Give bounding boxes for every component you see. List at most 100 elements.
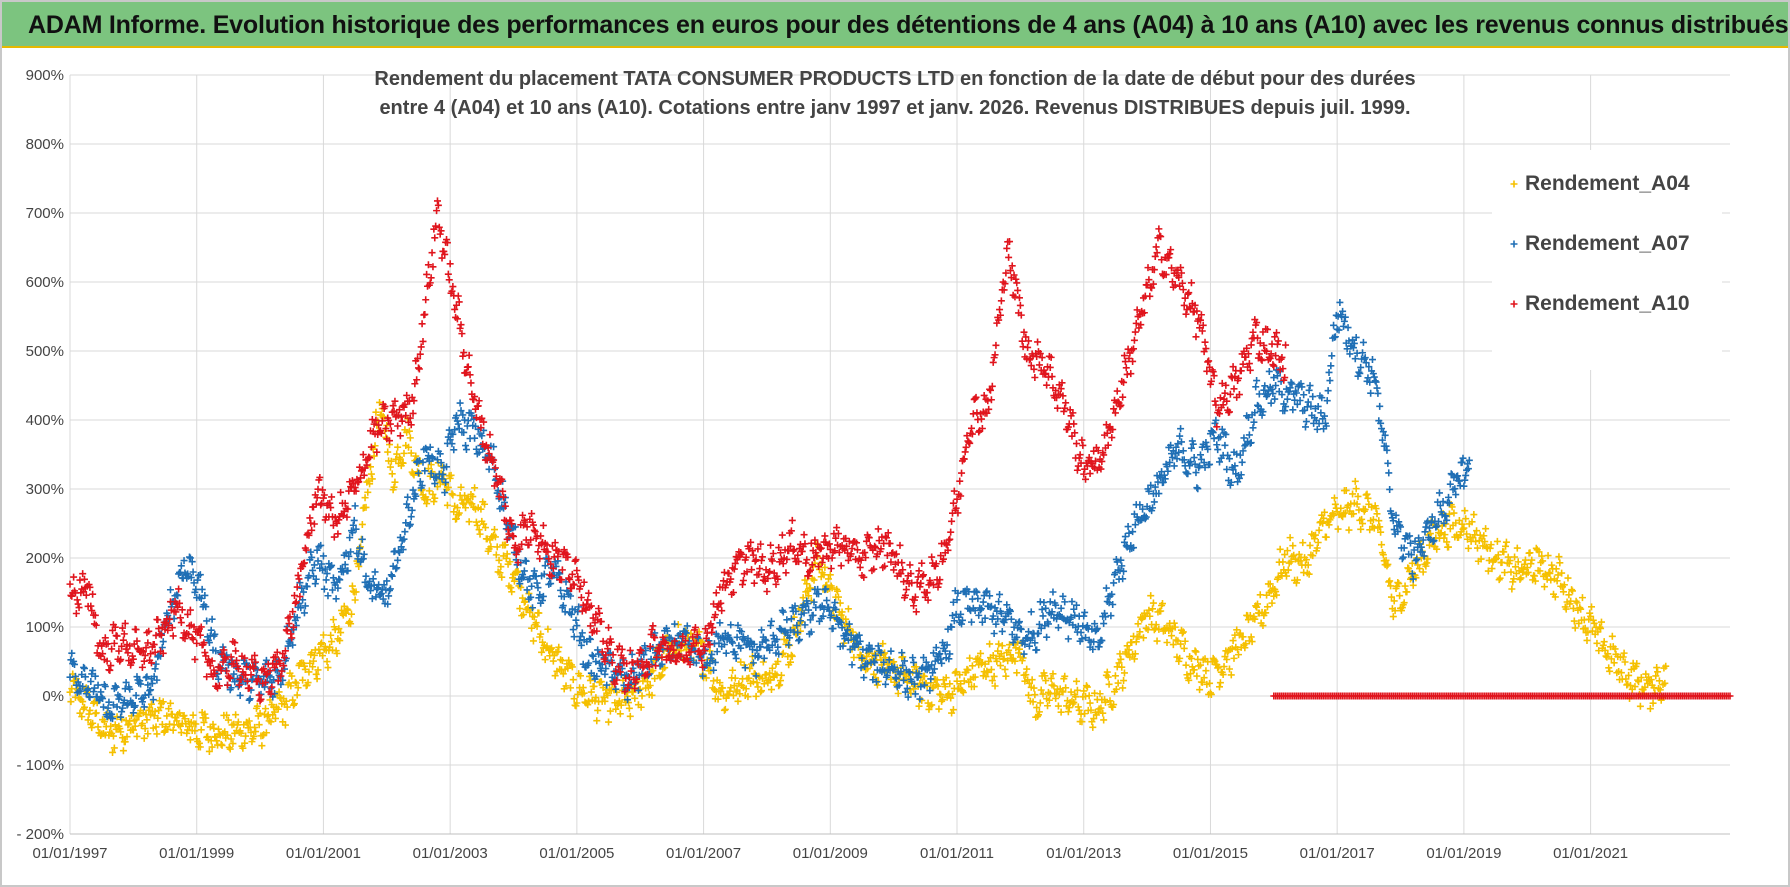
data-point	[290, 700, 298, 708]
data-point	[920, 672, 928, 680]
data-point	[534, 584, 542, 592]
data-point	[1236, 451, 1244, 459]
data-point	[129, 726, 137, 734]
data-point	[549, 657, 557, 665]
data-point	[523, 586, 531, 594]
data-point	[1078, 436, 1086, 444]
data-point	[1155, 490, 1163, 498]
data-point	[683, 622, 691, 630]
y-tick-label: 300%	[26, 481, 64, 498]
data-point	[1604, 650, 1612, 658]
data-point	[427, 274, 435, 282]
data-point	[396, 455, 404, 463]
y-tick-label: - 200%	[16, 826, 64, 843]
data-point	[1233, 626, 1241, 634]
data-point	[526, 575, 534, 583]
data-point	[522, 557, 530, 565]
data-point	[300, 588, 308, 596]
data-point	[385, 592, 393, 600]
data-point	[1031, 639, 1039, 647]
data-point	[271, 708, 279, 716]
data-point	[94, 681, 102, 689]
data-point	[637, 703, 645, 711]
data-point	[1266, 580, 1274, 588]
data-point	[755, 652, 763, 660]
data-point	[91, 672, 99, 680]
data-point	[1662, 662, 1670, 670]
data-point	[367, 587, 375, 595]
data-point	[1577, 605, 1585, 613]
data-point	[275, 688, 283, 696]
data-point	[409, 486, 417, 494]
data-point	[109, 715, 117, 723]
data-point	[1445, 493, 1453, 501]
data-point	[904, 693, 912, 701]
data-point	[1214, 446, 1222, 454]
data-point	[917, 579, 925, 587]
data-point	[111, 721, 119, 729]
data-point	[844, 626, 852, 634]
data-point	[109, 732, 117, 740]
data-point	[754, 653, 762, 661]
data-point	[424, 452, 432, 460]
data-point	[1492, 556, 1500, 564]
data-point	[1157, 607, 1165, 615]
data-point	[1216, 458, 1224, 466]
data-point	[1145, 606, 1153, 614]
x-tick-label: 01/01/1999	[159, 845, 234, 862]
data-point	[580, 689, 588, 697]
data-point	[1273, 372, 1281, 380]
data-point	[1302, 423, 1309, 431]
data-point	[67, 698, 75, 706]
data-point	[223, 711, 231, 719]
data-point	[1269, 390, 1277, 398]
data-point	[1661, 679, 1669, 687]
data-point	[449, 491, 457, 499]
data-point	[444, 270, 452, 278]
data-point	[1514, 558, 1522, 566]
data-point	[584, 596, 592, 604]
data-point	[491, 533, 499, 541]
data-point	[418, 320, 426, 328]
data-point	[1034, 629, 1042, 637]
data-point	[1021, 640, 1029, 648]
data-point	[1653, 664, 1661, 672]
data-point	[464, 495, 472, 503]
data-point	[181, 715, 189, 723]
data-point	[787, 615, 795, 623]
data-point	[996, 306, 1004, 314]
data-point	[366, 480, 374, 488]
data-point	[1413, 555, 1421, 563]
data-point	[350, 516, 358, 524]
data-point	[1307, 402, 1315, 410]
data-point	[745, 674, 753, 682]
data-point	[283, 703, 291, 711]
data-point	[584, 701, 592, 709]
data-point	[174, 592, 182, 600]
data-point	[1031, 373, 1039, 381]
series-Rendement_A10	[66, 197, 1290, 705]
data-point	[80, 664, 88, 672]
data-point	[376, 591, 384, 599]
data-point	[1382, 556, 1390, 564]
data-point	[1377, 528, 1385, 536]
data-point	[1546, 569, 1554, 577]
data-point	[1206, 689, 1214, 697]
data-point	[218, 741, 226, 749]
data-point	[1290, 551, 1298, 559]
data-point	[1149, 504, 1157, 512]
data-point	[495, 556, 503, 564]
data-point	[829, 625, 837, 633]
data-point	[832, 605, 840, 613]
data-point	[1349, 490, 1357, 498]
data-point	[1130, 544, 1138, 552]
data-point	[929, 649, 937, 657]
data-point	[1161, 475, 1169, 483]
data-point	[941, 683, 949, 691]
data-point	[1372, 505, 1380, 513]
data-point	[147, 711, 155, 719]
data-point	[786, 658, 794, 666]
data-point	[587, 688, 595, 696]
data-point	[1244, 413, 1252, 421]
data-point	[1263, 603, 1271, 611]
